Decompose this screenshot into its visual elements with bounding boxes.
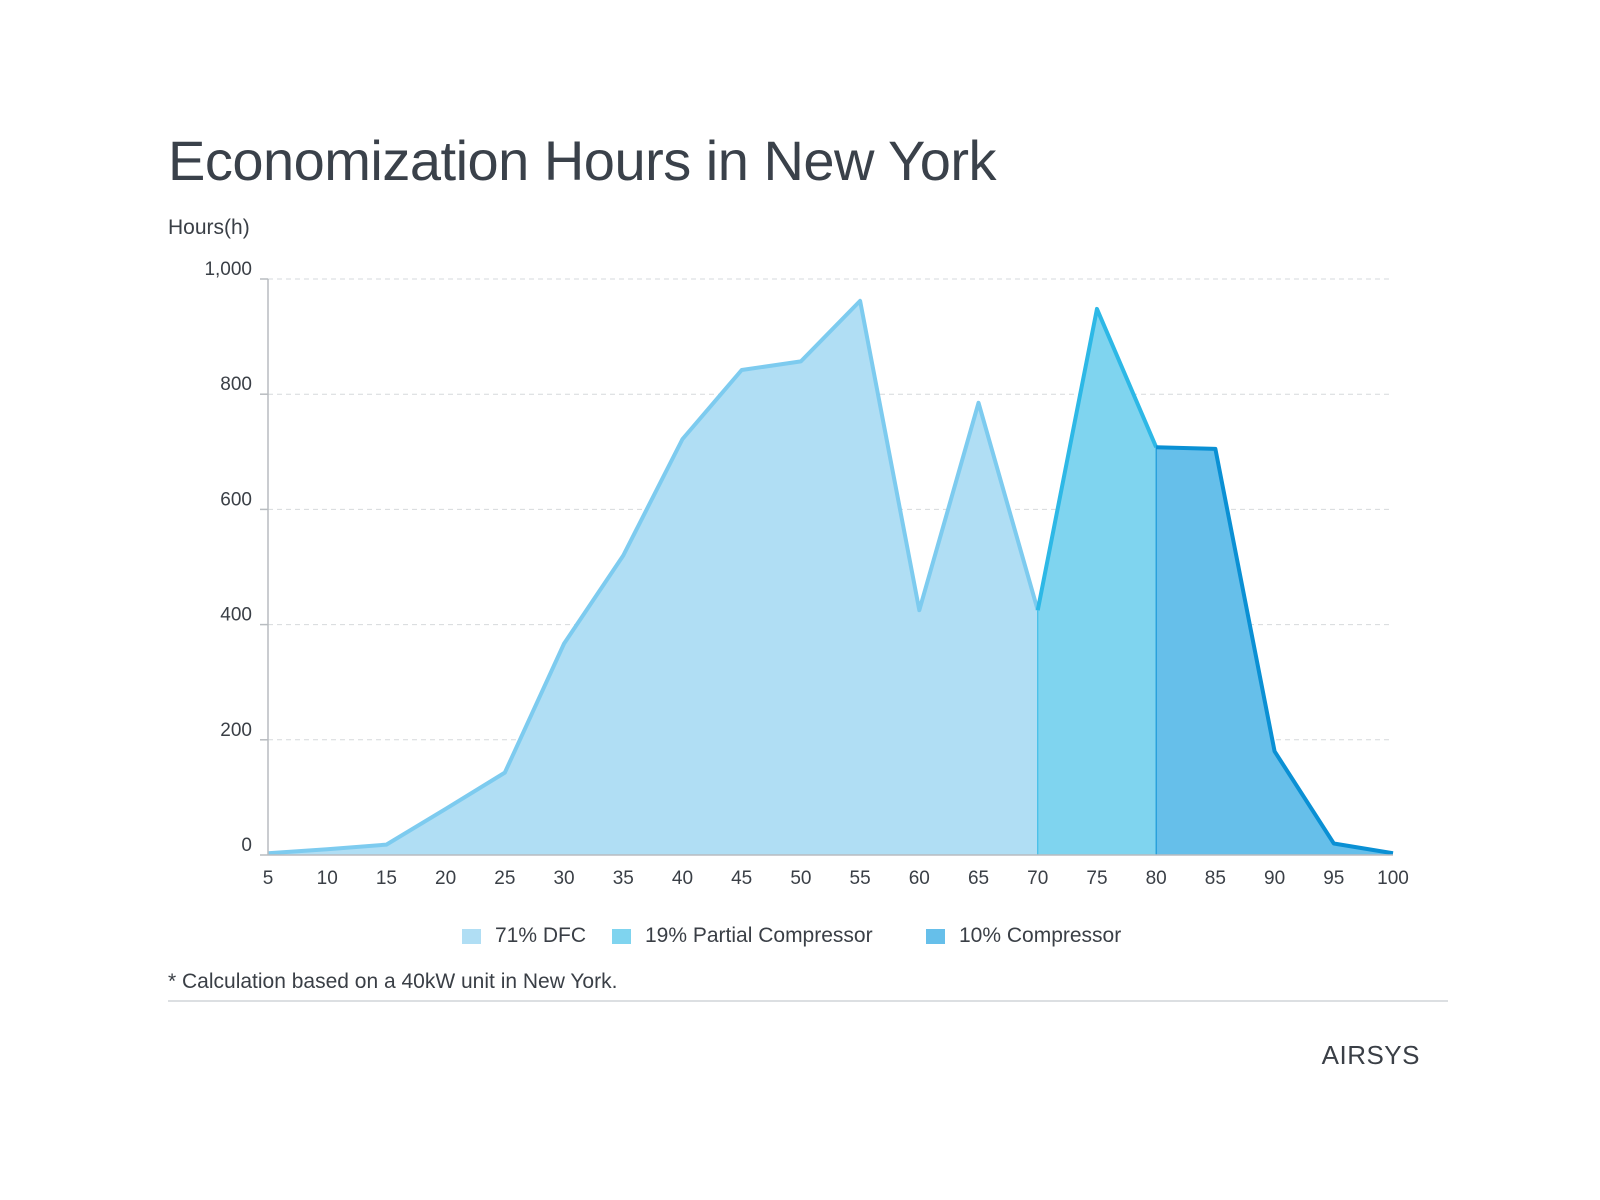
x-tick-label: 95 <box>1323 868 1344 889</box>
chart-title: Economization Hours in New York <box>168 129 997 192</box>
x-tick-label: 10 <box>317 868 338 889</box>
x-tick-label: 90 <box>1264 868 1285 889</box>
x-tick-label: 100 <box>1377 868 1409 889</box>
x-tick-label: 50 <box>790 868 811 889</box>
area-region-1 <box>1037 308 1157 855</box>
area-region-2 <box>1156 447 1393 855</box>
legend-swatch-compressor <box>926 928 945 944</box>
legend-item-compressor: 10% Compressor <box>926 924 1121 948</box>
x-tick-label: 25 <box>494 868 515 889</box>
divider <box>168 1000 1448 1002</box>
y-tick-label: 800 <box>220 374 252 395</box>
x-tick-label: 65 <box>968 868 989 889</box>
x-tick-label: 80 <box>1146 868 1167 889</box>
legend-item-partial-compressor: 19% Partial Compressor <box>612 924 873 948</box>
legend-swatch-dfc <box>462 928 481 944</box>
y-tick-label: 400 <box>220 605 252 626</box>
x-tick-label: 5 <box>263 868 274 889</box>
series-line-0 <box>267 298 1040 856</box>
x-tick-label: 30 <box>553 868 574 889</box>
legend-item-dfc: 71% DFC <box>462 924 586 948</box>
y-tick-label: 600 <box>220 489 252 510</box>
x-tick-label: 20 <box>435 868 456 889</box>
x-tick-label: 60 <box>909 868 930 889</box>
x-tick-label: 15 <box>376 868 397 889</box>
series-line-2 <box>1156 445 1394 856</box>
x-tick-label: 75 <box>1086 868 1107 889</box>
x-tick-label: 70 <box>1027 868 1048 889</box>
legend-label-compressor: 10% Compressor <box>959 924 1122 947</box>
legend-swatch-partial-compressor <box>612 928 631 944</box>
legend: 71% DFC 19% Partial Compressor 10% Compr… <box>0 924 1600 954</box>
x-tick-label: 45 <box>731 868 752 889</box>
x-tick-label: 40 <box>672 868 693 889</box>
x-tick-label: 35 <box>613 868 634 889</box>
y-tick-label: 1,000 <box>204 259 252 280</box>
footnote: * Calculation based on a 40kW unit in Ne… <box>168 970 618 993</box>
y-tick-label: 0 <box>241 835 252 856</box>
x-tick-label: 55 <box>850 868 871 889</box>
y-tick-label: 200 <box>220 720 252 741</box>
legend-label-dfc: 71% DFC <box>495 924 587 947</box>
area-chart: 0 200 400 600 800 1,000 5 10 15 20 25 30 35 40 45 50 55 6… <box>204 259 1409 889</box>
area-region-0 <box>268 300 1038 855</box>
x-tick-label: 85 <box>1205 868 1226 889</box>
series-line-1 <box>1035 306 1158 611</box>
legend-label-partial-compressor: 19% Partial Compressor <box>645 924 873 947</box>
brand-name: AIRSYS <box>1321 1040 1420 1070</box>
y-axis-label: Hours(h) <box>168 216 250 239</box>
